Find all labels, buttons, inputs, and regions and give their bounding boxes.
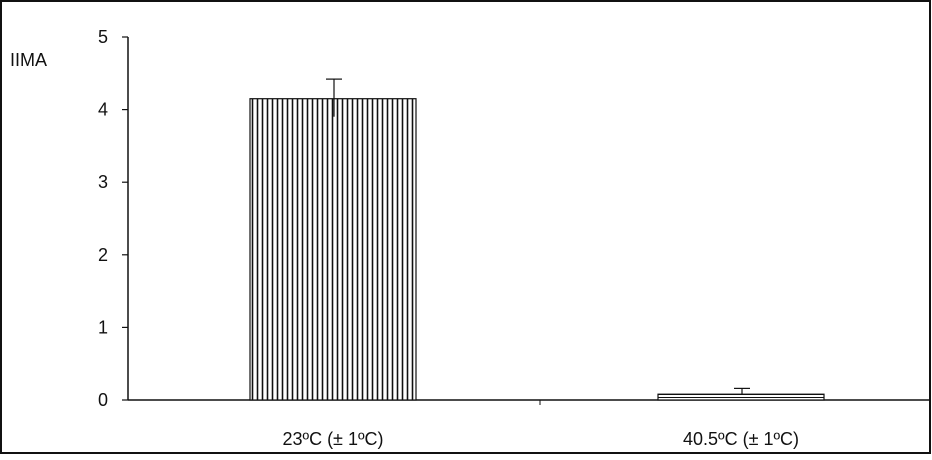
y-tick-label: 1 (98, 317, 108, 337)
y-axis-label: IIMA (10, 50, 47, 70)
x-tick-labels: 23ºC (± 1ºC) 40.5ºC (± 1ºC) (282, 429, 799, 449)
x-tick-label-1: 23ºC (± 1ºC) (282, 429, 383, 449)
y-tick-label: 2 (98, 245, 108, 265)
y-ticks: 0 1 2 3 4 5 (98, 27, 128, 410)
y-tick-label: 0 (98, 390, 108, 410)
x-tick-label-2: 40.5ºC (± 1ºC) (683, 429, 799, 449)
y-tick-label: 3 (98, 172, 108, 192)
y-tick-label: 5 (98, 27, 108, 47)
bar-1 (249, 98, 417, 401)
y-tick-label: 4 (98, 100, 108, 120)
bars (249, 78, 825, 401)
bar-2 (657, 393, 825, 401)
